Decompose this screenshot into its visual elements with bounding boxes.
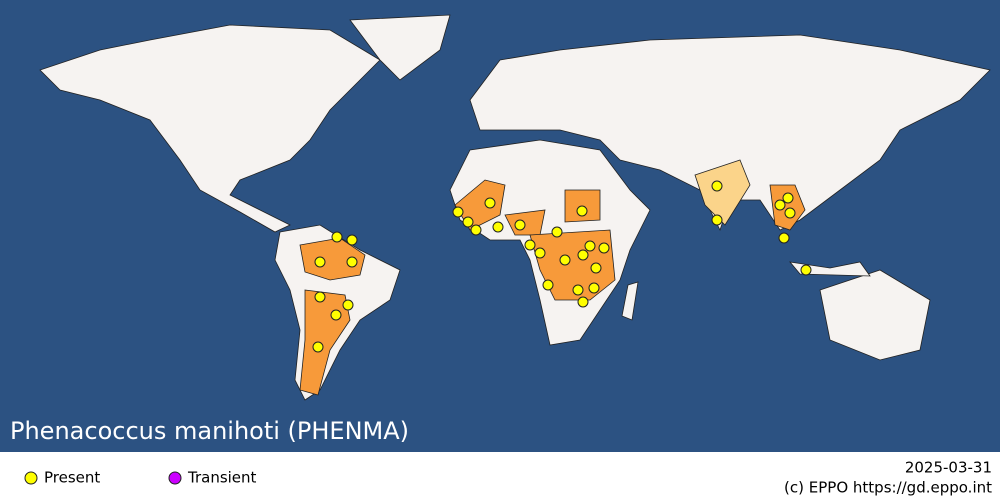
point	[576, 205, 588, 217]
point	[314, 256, 326, 268]
eurasia	[469, 34, 991, 232]
point	[784, 207, 796, 219]
date: 2025-03-31	[905, 459, 992, 477]
point	[551, 226, 563, 238]
legend-label: Present	[44, 469, 100, 487]
point	[584, 240, 596, 252]
point	[314, 291, 326, 303]
legend-swatch	[24, 471, 38, 485]
presence-points	[312, 180, 812, 353]
map-title: Phenacoccus manihoti (PHENMA)	[10, 417, 409, 445]
point	[711, 214, 723, 226]
point	[534, 247, 546, 259]
credit: (c) EPPO https://gd.eppo.int	[784, 479, 992, 497]
point	[342, 299, 354, 311]
legend-band	[0, 452, 1000, 501]
point	[598, 242, 610, 254]
point	[711, 180, 723, 192]
point	[774, 199, 786, 211]
point	[514, 219, 526, 231]
point	[542, 279, 554, 291]
point	[492, 221, 504, 233]
north-america	[39, 24, 381, 233]
point	[346, 256, 358, 268]
point	[577, 249, 589, 261]
point	[452, 206, 464, 218]
point	[782, 192, 794, 204]
point	[470, 224, 482, 236]
madagascar	[621, 281, 639, 321]
point	[331, 231, 343, 243]
point	[590, 262, 602, 274]
legend-swatch	[168, 471, 182, 485]
point	[312, 341, 324, 353]
point	[462, 216, 474, 228]
region	[769, 184, 806, 231]
point	[778, 232, 790, 244]
point	[330, 309, 342, 321]
legend-label: Transient	[187, 469, 257, 487]
point	[577, 296, 589, 308]
point	[346, 234, 358, 246]
point	[559, 254, 571, 266]
point	[572, 284, 584, 296]
australia	[819, 269, 931, 361]
point	[800, 264, 812, 276]
india-region	[694, 159, 751, 226]
greenland	[349, 14, 451, 81]
point	[524, 239, 536, 251]
point	[484, 197, 496, 209]
point	[588, 282, 600, 294]
